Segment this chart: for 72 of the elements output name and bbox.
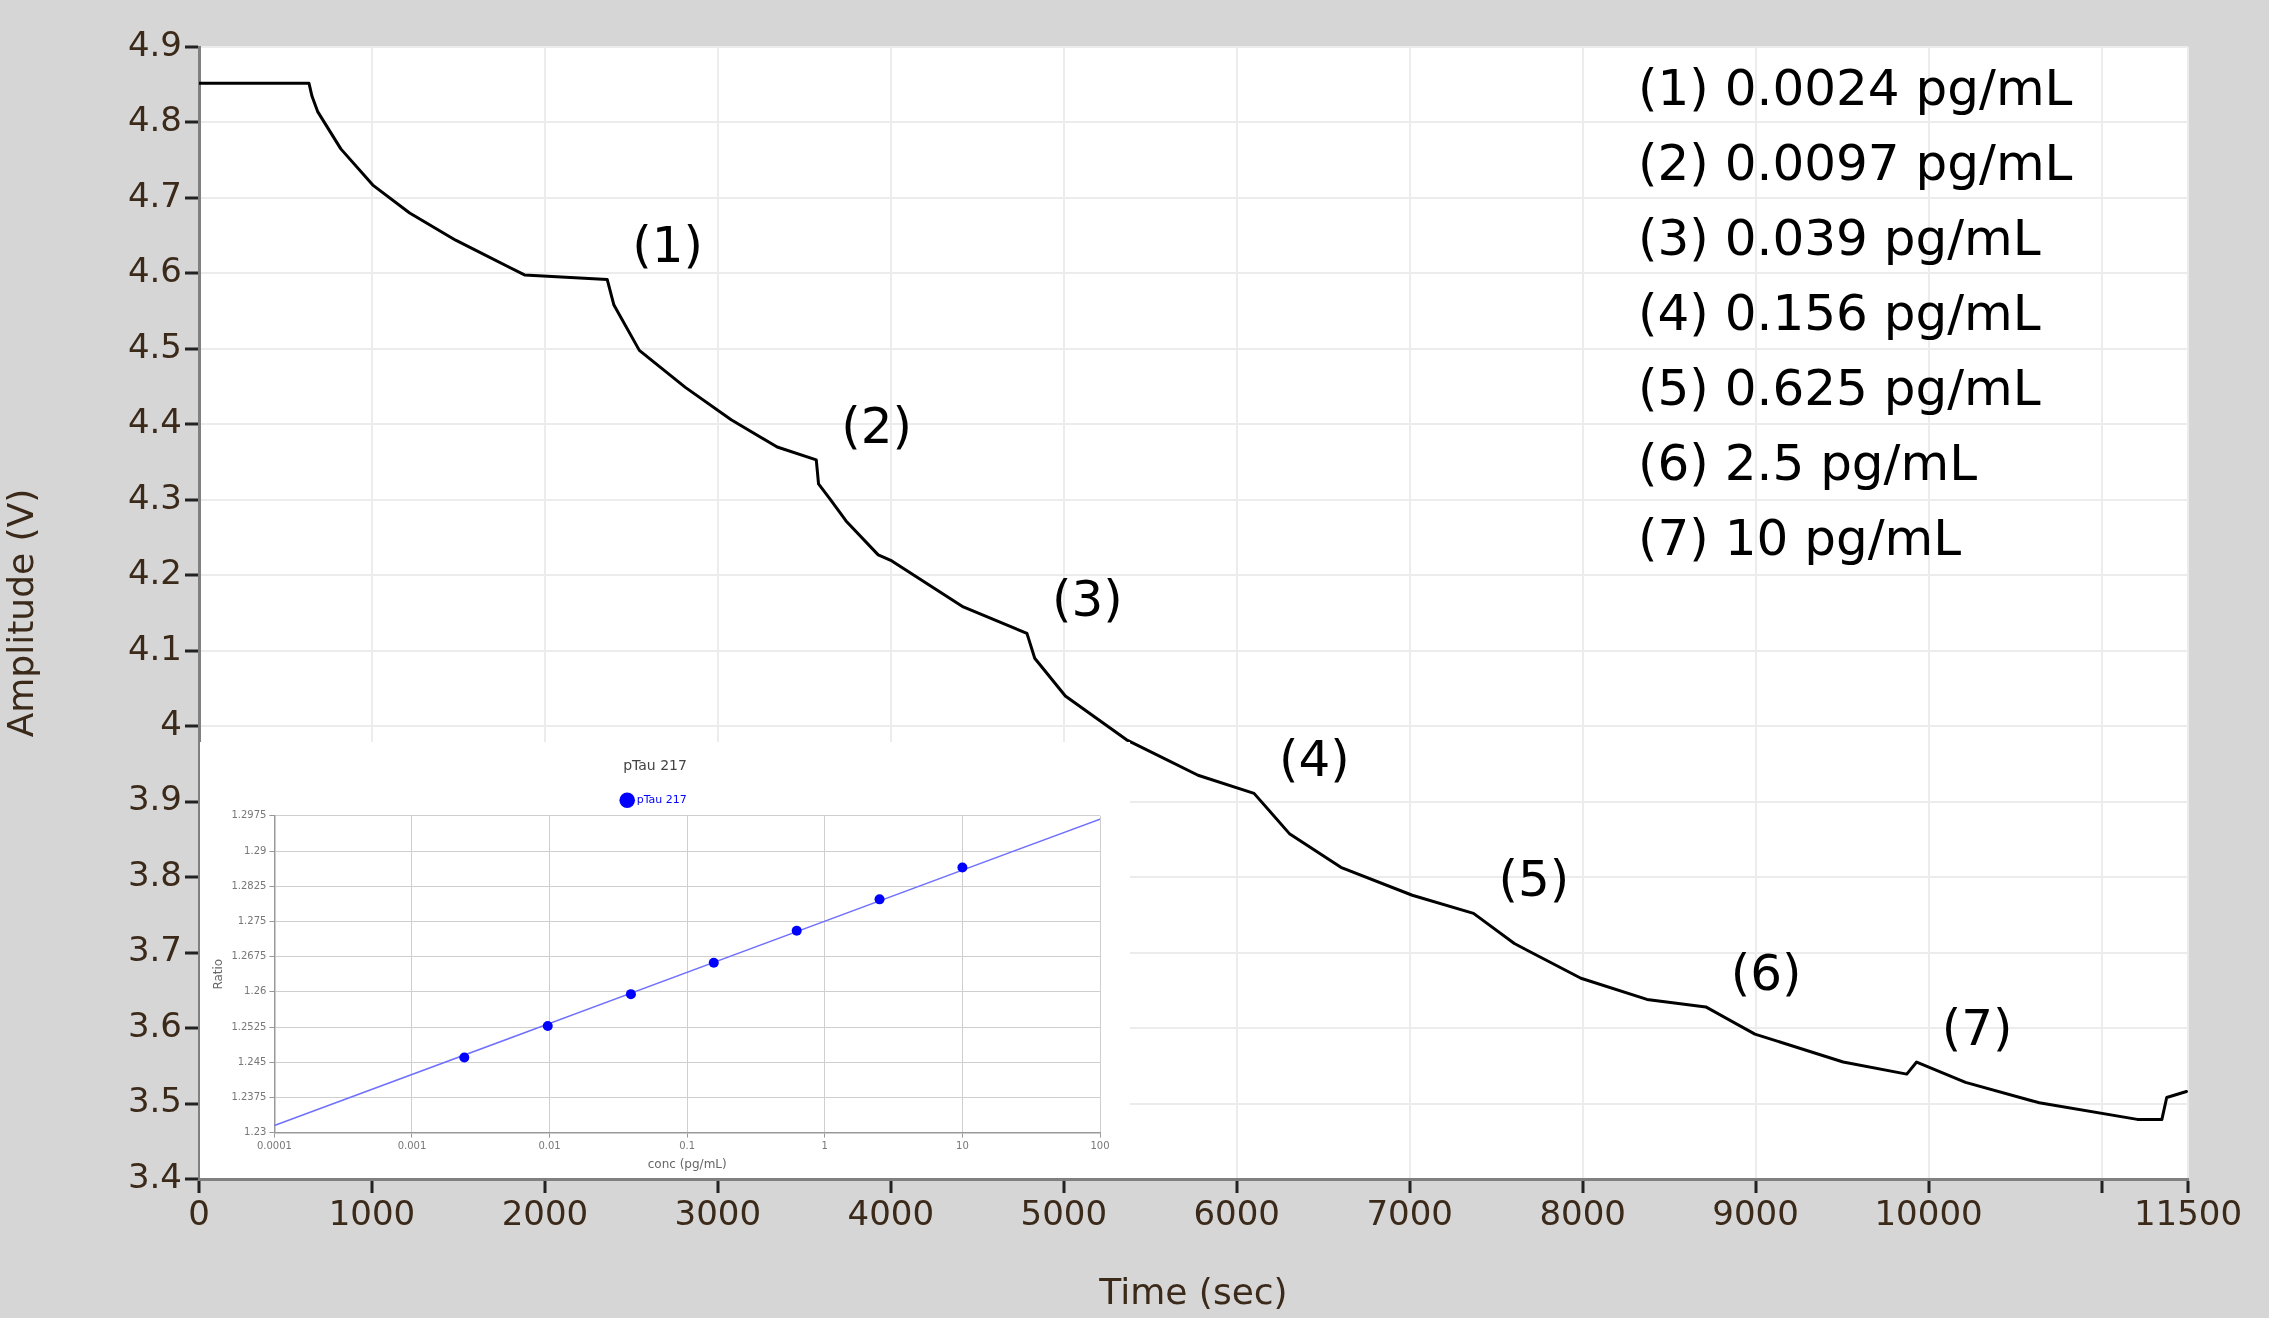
annotation: (5) 0.625 pg/mL: [1638, 358, 2041, 417]
point: [874, 894, 885, 905]
point: [459, 1052, 470, 1063]
point: [957, 862, 968, 873]
annotation: (4): [1279, 730, 1350, 789]
x-tick-label: 11500: [2133, 1193, 2243, 1234]
x-tick-label: 2000: [501, 1193, 589, 1234]
y-tick-label: 3.7: [127, 929, 182, 970]
annotation: (6) 2.5 pg/mL: [1638, 433, 1978, 492]
y-axis-title: Amplitude (V): [0, 488, 41, 738]
annotation: (4) 0.156 pg/mL: [1638, 283, 2041, 342]
x-tick-label: 6000: [1193, 1193, 1280, 1234]
y-tick-label: 1.245: [237, 1055, 267, 1067]
chart-title: pTau 217: [623, 757, 687, 774]
x-tick-label: 9000: [1712, 1193, 1799, 1234]
y-tick-label: 1.2825: [231, 879, 267, 891]
legend-label: pTau 217: [636, 793, 687, 807]
y-tick-label: 4.7: [127, 174, 182, 215]
point: [542, 1021, 553, 1032]
x-tick-label: 10000: [1874, 1193, 1983, 1234]
y-tick-label: 3.8: [127, 853, 182, 894]
y-axis-title: Ratio: [211, 958, 226, 990]
annotation: (3): [1051, 570, 1123, 629]
x-axis-title: Time (sec): [1098, 1270, 1288, 1312]
point: [791, 925, 802, 936]
y-tick-label: 3.5: [127, 1080, 182, 1121]
y-tick-label: 4.1: [127, 627, 182, 668]
y-tick-label: 1.29: [244, 844, 267, 856]
x-tick-label: 1: [821, 1140, 828, 1152]
x-tick-label: 0.1: [679, 1140, 696, 1152]
annotation: (7) 10 pg/mL: [1638, 508, 1962, 567]
y-tick-label: 1.23: [244, 1126, 267, 1138]
x-tick-label: 8000: [1539, 1193, 1626, 1234]
y-tick-label: 3.6: [127, 1004, 182, 1045]
annotation: (6): [1730, 943, 1802, 1002]
x-tick-label: 10: [956, 1140, 969, 1152]
y-tick-label: 4.8: [127, 99, 182, 140]
y-tick-label: 1.275: [237, 914, 267, 926]
x-tick-label: 100: [1090, 1140, 1110, 1152]
x-tick-label: 7000: [1366, 1193, 1453, 1234]
annotation: (5): [1498, 850, 1570, 909]
x-tick-label: 0.01: [538, 1140, 561, 1152]
x-axis-title: conc (pg/mL): [647, 1156, 727, 1171]
y-tick-label: 4.5: [127, 325, 182, 366]
x-tick-label: 4000: [847, 1193, 935, 1234]
y-tick-label: 1.2975: [231, 809, 267, 821]
x-tick-label: 5000: [1020, 1193, 1108, 1234]
annotation: (7): [1941, 999, 2013, 1058]
y-tick-label: 4.3: [127, 476, 182, 517]
y-tick-label: 1.26: [244, 985, 267, 997]
annotation: (1): [632, 216, 704, 275]
x-tick-label: 3000: [674, 1193, 762, 1234]
y-tick-label: 1.2675: [231, 950, 267, 962]
point: [625, 989, 636, 1000]
y-tick-label: 4.9: [127, 23, 182, 64]
x-tick-label: 0.0001: [256, 1140, 292, 1152]
y-tick-label: 3.4: [127, 1155, 182, 1196]
y-tick-label: 4.2: [127, 552, 182, 593]
y-tick-label: 4.4: [127, 401, 182, 442]
y-tick-label: 1.2375: [231, 1090, 267, 1102]
y-tick-label: 4: [160, 703, 182, 744]
x-tick-label: 1000: [328, 1193, 416, 1234]
y-tick-label: 1.2525: [231, 1020, 267, 1032]
annotation: (2) 0.0097 pg/mL: [1638, 133, 2073, 192]
x-tick-label: 0.001: [397, 1140, 427, 1152]
annotation: (2): [841, 396, 913, 455]
point: [708, 957, 719, 968]
y-tick-label: 3.9: [127, 778, 182, 819]
annotation: (1) 0.0024 pg/mL: [1638, 58, 2073, 117]
annotation: (3) 0.039 pg/mL: [1638, 208, 2041, 267]
x-tick-label: 0: [188, 1193, 210, 1234]
y-tick-label: 4.6: [127, 250, 182, 291]
